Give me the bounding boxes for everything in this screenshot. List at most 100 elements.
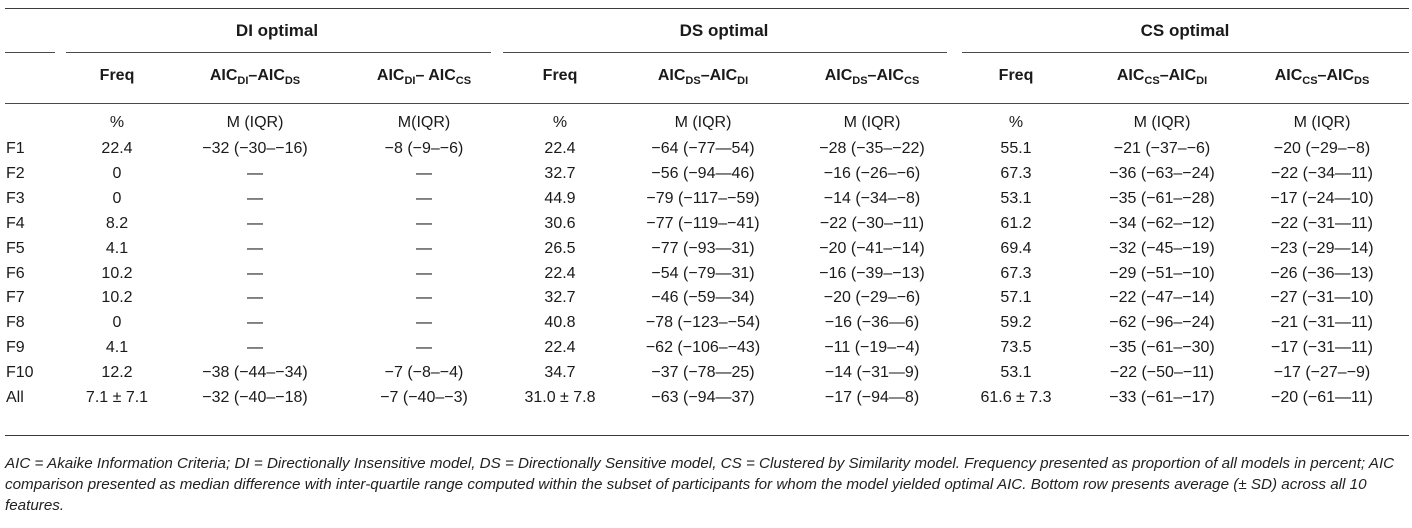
header-text: AIC: [1274, 67, 1303, 84]
table-cell: 69.4: [1000, 239, 1032, 257]
table-cell: −14 (−31—9): [824, 364, 920, 382]
header-text: AIC: [824, 67, 853, 84]
table-cell: −17 (−31—11): [1271, 339, 1373, 357]
row-label: F2: [6, 164, 25, 182]
row-label: F9: [6, 339, 25, 357]
header-text: –AIC: [1317, 67, 1355, 84]
table-cell: −17 (−24—10): [1270, 189, 1374, 207]
table-cell: −21 (−37–−6): [1113, 140, 1211, 157]
column-header: AICDI–AICDS: [209, 67, 300, 87]
header-text: AIC: [209, 67, 238, 84]
table-cell: −35 (−61–−28): [1109, 189, 1215, 207]
unit-label: M (IQR): [674, 114, 732, 131]
unit-label: M (IQR): [843, 114, 901, 131]
table-cell: 0: [112, 164, 122, 182]
unit-label: M (IQR): [1293, 114, 1351, 131]
table-cell: 40.8: [544, 314, 576, 332]
bottom-rule: [5, 435, 1409, 436]
header-text: –AIC: [867, 67, 905, 84]
header-subscript: DS: [685, 75, 701, 87]
table-cell: 34.7: [544, 364, 576, 382]
header-subscript: DS: [1354, 75, 1370, 87]
table-cell: −77 (−119–−41): [646, 214, 760, 232]
table-cell: −16 (−26–−6): [823, 164, 921, 182]
table-cell: 44.9: [544, 189, 576, 207]
header-subscript: DI: [737, 75, 749, 87]
table-cell: −20 (−29–−6): [823, 289, 921, 307]
group-rule-di: [66, 52, 491, 53]
table-cell: −20 (−29–−8): [1273, 140, 1371, 157]
table-cell: —: [247, 264, 263, 282]
table-cell: —: [247, 189, 263, 207]
row-label: F6: [6, 264, 25, 282]
table-cell: 10.2: [101, 264, 133, 282]
header-subscript: DI: [404, 75, 416, 87]
table-cell: —: [416, 239, 432, 257]
table-cell: −26 (−36—13): [1270, 264, 1374, 282]
table-cell: 67.3: [1000, 264, 1032, 282]
table-cell: −62 (−106–−43): [645, 339, 761, 357]
table-cell: −17 (−27–−9): [1273, 364, 1371, 382]
table-cell: −32 (−30–−16): [202, 140, 308, 157]
header-subscript: DI: [1196, 75, 1208, 87]
table-cell: −54 (−79—31): [651, 264, 755, 282]
table-cell: 57.1: [1000, 289, 1032, 307]
table-cell: −22 (−30–−11): [819, 214, 925, 232]
table-cell: —: [416, 214, 432, 232]
header-subscript: DS: [852, 75, 868, 87]
table-cell: 22.4: [101, 140, 133, 157]
column-header: AICDI– AICCS: [377, 67, 471, 87]
table-cell: −22 (−34—11): [1271, 164, 1373, 182]
column-header: AICDS–AICCS: [824, 67, 920, 87]
unit-label: M (IQR): [1133, 114, 1191, 131]
table-cell: —: [247, 164, 263, 182]
table-cell: −27 (−31—10): [1270, 289, 1374, 307]
table-cell: −36 (−63–−24): [1109, 164, 1215, 182]
table-cell: −62 (−96–−24): [1109, 314, 1215, 332]
table-cell: −11 (−19–−4): [824, 339, 920, 357]
table-cell: —: [416, 164, 432, 182]
row-label: F3: [6, 189, 25, 207]
table-cell: −20 (−41–−14): [819, 239, 925, 257]
group-header-cs: CS optimal: [1140, 21, 1230, 40]
table-cell: 22.4: [544, 140, 576, 157]
table-cell: 12.2: [101, 364, 133, 382]
row-label: All: [6, 389, 24, 406]
table-cell: −32 (−40–−18): [202, 389, 308, 406]
header-text: –AIC: [248, 67, 285, 84]
column-header: Freq: [998, 67, 1034, 84]
table-cell: 30.6: [544, 214, 576, 232]
header-subscript: CS: [1144, 75, 1160, 87]
table-cell: −37 (−78—25): [651, 364, 755, 382]
table-cell: 0: [112, 189, 122, 207]
table-cell: —: [247, 289, 263, 307]
table-cell: —: [416, 339, 432, 357]
table-cell: —: [416, 264, 432, 282]
table-cell: −16 (−39–−13): [819, 264, 925, 282]
header-text: AIC: [657, 67, 686, 84]
table-cell: —: [416, 189, 432, 207]
column-header: AICDS–AICDI: [657, 67, 749, 87]
unit-label: M (IQR): [226, 114, 284, 131]
table-cell: −79 (−117–−59): [646, 189, 760, 207]
table-cell: 32.7: [544, 164, 576, 182]
table-cell: −14 (−34–−8): [823, 189, 921, 207]
table-cell: −56 (−94—46): [651, 164, 755, 182]
table-cell: −33 (−61–−17): [1109, 389, 1215, 406]
table-cell: —: [247, 214, 263, 232]
table-cell: 8.2: [105, 214, 129, 232]
table-cell: −28 (−35–−22): [819, 140, 925, 157]
table-cell: −32 (−45–−19): [1109, 239, 1215, 257]
table-cell: 61.6 ± 7.3: [980, 389, 1052, 406]
table-cell: 26.5: [544, 239, 576, 257]
table-cell: 67.3: [1000, 164, 1032, 182]
group-header-di: DI optimal: [235, 21, 319, 40]
table-cell: −8 (−9–−6): [384, 140, 464, 157]
table-cell: —: [247, 314, 263, 332]
column-header: Freq: [99, 67, 135, 84]
table-cell: −7 (−40–−3): [380, 389, 468, 406]
unit-label: M(IQR): [397, 114, 451, 131]
table-cell: —: [416, 289, 432, 307]
table-cell: −63 (−94—37): [651, 389, 755, 406]
unit-label: %: [1008, 114, 1024, 131]
